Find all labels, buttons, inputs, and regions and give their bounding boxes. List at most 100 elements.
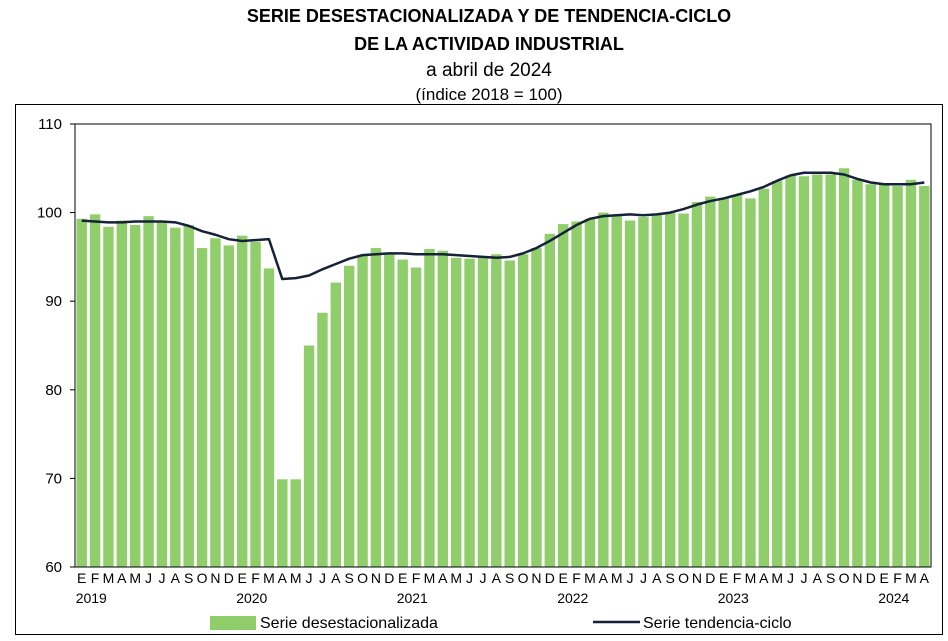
y-tick-label: 110: [38, 116, 62, 133]
x-month-label: J: [787, 570, 794, 586]
x-month-label: O: [678, 570, 689, 586]
y-tick-label: 80: [45, 382, 62, 399]
x-month-label: M: [129, 570, 141, 586]
x-month-label: N: [531, 570, 541, 586]
y-tick-label: 60: [45, 559, 62, 576]
bar: [731, 194, 743, 567]
chart-index-note: (índice 2018 = 100): [415, 85, 563, 104]
x-month-label: A: [278, 570, 288, 586]
chart-frame: [15, 104, 943, 635]
x-month-label: F: [251, 570, 260, 586]
bar: [103, 226, 114, 567]
bar: [651, 214, 663, 567]
bar: [504, 260, 515, 567]
bar: [892, 186, 903, 567]
x-month-label: E: [880, 570, 889, 586]
bar: [838, 168, 850, 568]
x-month-label: S: [666, 570, 675, 586]
bars-group: [76, 168, 930, 568]
x-month-label: A: [759, 570, 769, 586]
bar: [557, 224, 569, 567]
x-month-label: M: [745, 570, 757, 586]
x-month-label: M: [290, 570, 302, 586]
bar: [517, 254, 529, 568]
x-month-label: E: [398, 570, 407, 586]
legend-line-label: Serie tendencia-ciclo: [643, 615, 792, 632]
bar: [531, 248, 542, 568]
bar: [116, 220, 128, 567]
bar: [76, 218, 87, 568]
bar: [277, 479, 288, 567]
bar: [718, 198, 729, 568]
bar: [343, 265, 355, 567]
bar: [758, 188, 770, 567]
y-tick-label: 100: [37, 205, 62, 222]
bar: [678, 213, 689, 568]
x-month-label: J: [466, 570, 473, 586]
bar: [370, 248, 382, 568]
x-month-label: A: [652, 570, 662, 586]
x-month-label: S: [826, 570, 835, 586]
x-month-label: A: [599, 570, 609, 586]
x-month-label: O: [518, 570, 529, 586]
x-month-label: A: [920, 570, 930, 586]
x-month-label: M: [424, 570, 436, 586]
bar: [691, 201, 703, 567]
bar: [571, 221, 582, 567]
x-month-label: D: [705, 570, 715, 586]
bar: [223, 245, 235, 567]
x-month-label: S: [184, 570, 193, 586]
x-month-label: D: [224, 570, 234, 586]
x-month-label: D: [545, 570, 555, 586]
x-month-label: N: [371, 570, 381, 586]
x-year-label: 2020: [236, 590, 267, 606]
bar: [450, 257, 462, 567]
bar: [491, 254, 502, 568]
bar: [410, 267, 422, 567]
x-month-label: O: [839, 570, 850, 586]
x-month-label: E: [77, 570, 86, 586]
x-year-label: 2021: [397, 590, 428, 606]
x-month-label: J: [800, 570, 807, 586]
bar: [464, 258, 475, 567]
x-month-label: M: [584, 570, 596, 586]
x-month-label: F: [572, 570, 581, 586]
bar: [878, 183, 890, 568]
x-month-label: A: [117, 570, 127, 586]
x-month-label: J: [306, 570, 313, 586]
bar: [905, 179, 917, 567]
bar: [852, 179, 863, 567]
bar: [919, 186, 930, 567]
x-month-label: D: [384, 570, 394, 586]
x-month-label: M: [905, 570, 917, 586]
x-month-label: M: [771, 570, 783, 586]
bar: [263, 268, 275, 567]
y-axis-group: 60 70 80 90 100 110: [37, 116, 75, 576]
x-month-label: S: [505, 570, 514, 586]
bar: [143, 216, 154, 567]
bar: [598, 212, 609, 567]
bar: [129, 225, 141, 567]
bar: [303, 345, 315, 567]
bar: [384, 254, 395, 568]
bar: [397, 259, 408, 567]
x-month-label: E: [559, 570, 568, 586]
bar: [196, 248, 208, 568]
x-year-label: 2022: [557, 590, 588, 606]
x-month-label: M: [103, 570, 115, 586]
bar: [210, 238, 221, 568]
bar: [183, 225, 194, 567]
legend-bars-label: Serie desestacionalizada: [260, 615, 438, 632]
chart-title-line-1: SERIE DESESTACIONALIZADA Y DE TENDENCIA-…: [246, 6, 732, 26]
bar: [330, 282, 342, 567]
x-month-label: A: [171, 570, 181, 586]
x-month-label: M: [263, 570, 275, 586]
bar: [250, 241, 261, 567]
bar: [798, 176, 810, 567]
chart-title-line-2: DE LA ACTIVIDAD INDUSTRIAL: [354, 34, 624, 54]
x-month-label: F: [412, 570, 421, 586]
x-month-label: J: [627, 570, 634, 586]
x-month-label: J: [479, 570, 486, 586]
x-year-label: 2023: [718, 590, 749, 606]
